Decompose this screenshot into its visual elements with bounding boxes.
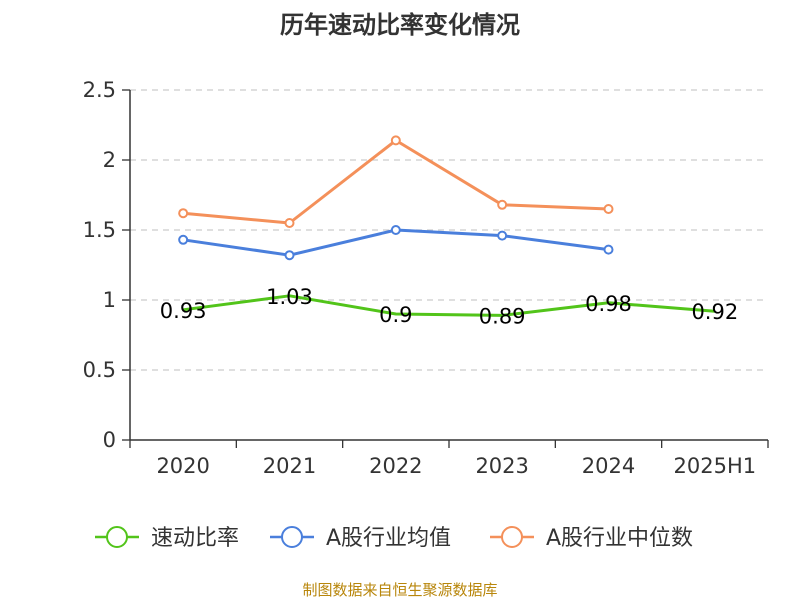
series-line — [182, 294, 715, 317]
x-tick-label: 2025H1 — [674, 454, 757, 478]
data-point — [497, 199, 508, 210]
legend-marker — [501, 526, 523, 548]
axes — [129, 90, 768, 441]
y-tick-label: 2.5 — [83, 78, 116, 102]
x-tick-label: 2024 — [582, 454, 635, 478]
x-tick-label: 2020 — [156, 454, 209, 478]
data-label: 0.9 — [379, 303, 412, 327]
x-tick-label: 2022 — [369, 454, 422, 478]
data-label: 0.92 — [691, 300, 738, 324]
y-tick-label: 2 — [103, 148, 116, 172]
y-tick-label: 0 — [103, 428, 116, 452]
series-line — [183, 138, 609, 225]
legend: 速动比率 A股行业均值 A股行业中位数 — [95, 526, 693, 551]
y-tick-label: 0.5 — [83, 358, 116, 382]
grid-lines — [130, 89, 768, 371]
legend-label: A股行业中位数 — [546, 526, 693, 551]
data-label: 1.03 — [266, 285, 313, 309]
data-point — [178, 234, 189, 245]
legend-marker — [281, 526, 303, 548]
data-point — [603, 244, 614, 255]
source-note: 制图数据来自恒生聚源数据库 — [302, 581, 497, 599]
y-axis-ticks: 0 0.5 1 1.5 2 2.5 — [83, 78, 130, 452]
data-point — [284, 250, 295, 261]
y-tick-label: 1.5 — [83, 218, 116, 242]
legend-marker — [106, 526, 128, 548]
data-point — [178, 208, 189, 219]
series-lines — [178, 135, 715, 317]
chart-title: 历年速动比率变化情况 — [280, 11, 520, 39]
x-tick-label: 2021 — [263, 454, 316, 478]
legend-label: 速动比率 — [151, 526, 239, 551]
data-label: 0.98 — [585, 292, 632, 316]
data-point — [390, 225, 401, 235]
data-point — [284, 218, 295, 228]
data-label: 0.89 — [479, 304, 526, 328]
data-point — [603, 204, 614, 214]
x-axis-ticks: 2020 2021 2022 2023 2024 2025H1 — [129, 440, 769, 478]
y-tick-label: 1 — [103, 288, 116, 312]
data-point — [497, 230, 508, 241]
data-point — [390, 135, 401, 146]
data-labels: 0.93 1.03 0.9 0.89 0.98 0.92 — [160, 285, 738, 329]
x-tick-label: 2023 — [475, 454, 528, 478]
data-label: 0.93 — [160, 299, 207, 323]
legend-label: A股行业均值 — [326, 526, 451, 551]
